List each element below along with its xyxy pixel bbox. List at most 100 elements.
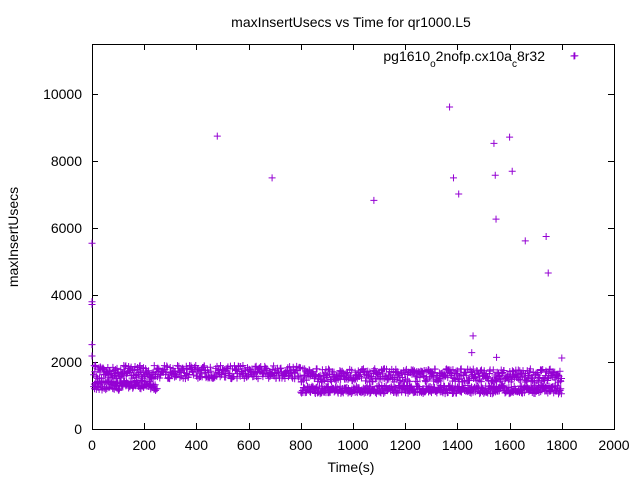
- data-point: [180, 366, 188, 374]
- data-point: [546, 387, 554, 395]
- axis-ticks: [92, 44, 615, 430]
- data-point: [526, 365, 534, 373]
- legend-marker: [570, 52, 578, 60]
- data-point: [350, 376, 358, 384]
- data-point: [263, 365, 271, 373]
- data-point: [477, 378, 485, 386]
- data-point: [404, 376, 412, 384]
- data-point-outlier: [492, 215, 500, 223]
- data-point: [426, 374, 434, 382]
- y-tick-label: 4000: [51, 287, 82, 303]
- data-point: [311, 372, 319, 380]
- data-point: [343, 384, 351, 392]
- data-point: [444, 374, 452, 382]
- y-tick-label: 2000: [51, 354, 82, 370]
- data-point: [323, 372, 331, 380]
- data-point: [500, 383, 508, 391]
- data-point: [470, 370, 478, 378]
- data-point: [380, 390, 388, 398]
- x-tick-label: 800: [289, 437, 313, 453]
- data-point: [145, 367, 153, 375]
- data-point: [298, 375, 306, 383]
- data-point: [338, 367, 346, 375]
- data-point: [539, 365, 547, 373]
- legend: pg1610o2nofp.cx10ac8r32: [383, 48, 578, 70]
- data-point: [554, 371, 562, 379]
- data-point: [497, 375, 505, 383]
- data-point: [284, 364, 292, 372]
- data-point: [270, 362, 278, 370]
- data-point: [431, 365, 439, 373]
- data-point: [294, 373, 302, 381]
- data-point: [286, 363, 294, 371]
- data-point-outlier: [370, 196, 378, 204]
- data-point: [469, 365, 477, 373]
- data-point: [242, 367, 250, 375]
- data-point: [302, 376, 310, 384]
- y-tick-label: 0: [74, 421, 82, 437]
- data-point: [130, 367, 138, 375]
- data-point: [318, 378, 326, 386]
- data-point-outlier: [268, 174, 276, 182]
- x-tick-label: 1000: [337, 437, 368, 453]
- data-point: [245, 372, 253, 380]
- x-tick-label: 2000: [598, 437, 629, 453]
- data-point: [557, 390, 565, 398]
- data-point: [325, 365, 333, 373]
- data-point: [166, 375, 174, 383]
- data-point: [150, 362, 158, 370]
- data-point: [107, 371, 115, 379]
- data-point: [265, 374, 273, 382]
- data-point: [462, 371, 470, 379]
- data-point-outlier: [88, 239, 96, 247]
- data-point: [192, 361, 200, 369]
- data-point: [145, 378, 153, 386]
- data-point: [268, 366, 276, 374]
- data-point: [356, 372, 364, 380]
- data-point-outlier: [449, 174, 457, 182]
- data-point: [189, 371, 197, 379]
- data-point: [416, 384, 424, 392]
- data-point: [276, 365, 284, 373]
- data-point: [174, 362, 181, 370]
- data-point: [556, 386, 564, 394]
- data-point-outlier: [469, 332, 477, 340]
- data-point: [557, 377, 565, 385]
- data-point: [558, 374, 566, 382]
- data-point-outlier: [468, 349, 476, 357]
- data-point-outlier: [544, 269, 552, 277]
- data-point: [154, 364, 162, 372]
- data-point: [254, 375, 262, 383]
- data-point: [465, 376, 473, 384]
- data-point: [164, 374, 172, 382]
- data-point: [537, 388, 545, 396]
- data-point: [457, 365, 465, 373]
- data-point: [206, 363, 214, 371]
- data-point-outlier: [213, 132, 221, 140]
- data-point: [117, 366, 125, 374]
- data-point: [476, 376, 484, 384]
- data-point: [115, 386, 123, 394]
- data-point: [300, 371, 308, 379]
- data-point: [368, 373, 376, 381]
- data-point: [536, 374, 544, 382]
- data-point: [306, 387, 314, 395]
- data-point-outlier: [490, 139, 498, 147]
- data-point: [113, 364, 121, 372]
- data-point: [217, 362, 225, 370]
- data-point: [200, 362, 208, 370]
- data-point: [313, 365, 321, 373]
- data-point: [153, 385, 161, 393]
- data-point-outlier: [506, 133, 514, 141]
- data-point: [222, 373, 230, 381]
- data-point: [152, 386, 160, 394]
- data-point: [347, 390, 355, 398]
- y-tick-label: 8000: [51, 153, 82, 169]
- data-point: [163, 362, 171, 370]
- data-point-outlier: [542, 233, 550, 240]
- data-point: [428, 370, 436, 378]
- data-point: [451, 376, 459, 384]
- data-point: [363, 382, 371, 390]
- data-point: [405, 378, 413, 386]
